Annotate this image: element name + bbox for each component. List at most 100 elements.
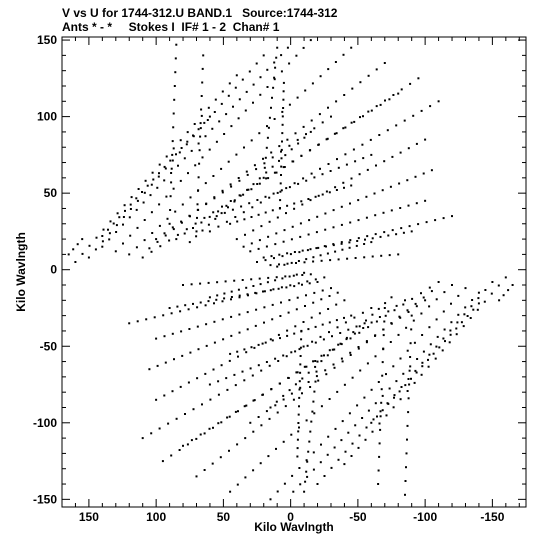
uv-point: [371, 255, 374, 258]
uv-point: [274, 66, 277, 69]
uv-point: [199, 122, 202, 125]
uv-point: [464, 306, 467, 309]
uv-point: [421, 365, 424, 368]
uv-point: [377, 307, 380, 310]
uv-point: [420, 292, 422, 295]
uv-point: [336, 291, 339, 294]
uv-point: [388, 387, 391, 390]
uv-point: [314, 325, 317, 328]
uv-point: [328, 349, 331, 352]
uv-point: [186, 443, 189, 446]
uv-point: [236, 443, 239, 446]
uv-point: [290, 238, 293, 241]
uv-point: [213, 302, 215, 305]
uv-point: [176, 305, 179, 308]
uv-point: [335, 303, 338, 306]
uv-point: [371, 237, 374, 240]
uv-point: [430, 290, 433, 293]
uv-point: [215, 298, 218, 301]
uv-point: [201, 67, 204, 70]
uv-point: [357, 219, 360, 222]
uv-point: [364, 438, 367, 441]
uv-point: [350, 314, 353, 317]
uv-point: [280, 189, 283, 192]
uv-point: [320, 298, 323, 301]
uv-point: [135, 246, 138, 249]
uv-point: [329, 170, 332, 172]
uv-point: [397, 253, 400, 256]
uv-point: [280, 286, 283, 289]
uv-point: [428, 305, 431, 308]
uv-point: [374, 214, 377, 217]
uv-point: [417, 77, 420, 80]
uv-point: [129, 234, 132, 237]
uv-point: [174, 210, 177, 213]
plot-subtitle: Ants * - * Stokes I IF# 1 - 2 Chan# 1: [62, 20, 280, 34]
uv-point: [432, 352, 435, 355]
uv-point: [381, 394, 384, 397]
uv-point: [332, 363, 335, 366]
uv-point: [245, 90, 248, 93]
uv-point: [282, 354, 285, 357]
uv-point: [372, 418, 375, 421]
uv-point: [409, 365, 412, 368]
uv-point: [217, 393, 220, 396]
uv-point: [324, 369, 327, 372]
uv-point: [175, 43, 178, 46]
uv-point: [280, 157, 283, 160]
uv-point: [325, 190, 328, 193]
uv-point: [304, 89, 307, 92]
uv-point: [171, 140, 174, 143]
uv-point: [275, 56, 278, 59]
uv-point: [220, 364, 223, 367]
uv-point: [270, 255, 273, 258]
uv-point: [392, 406, 395, 409]
uv-point: [498, 299, 501, 302]
uv-point: [242, 211, 245, 214]
uv-point: [229, 490, 232, 493]
uv-point: [406, 390, 409, 392]
uv-point: [307, 198, 310, 200]
uv-point: [197, 189, 199, 192]
uv-point: [402, 303, 405, 306]
uv-point: [291, 160, 294, 163]
uv-point: [238, 194, 241, 197]
uv-point: [350, 46, 353, 49]
uv-point: [284, 405, 287, 408]
uv-point: [472, 308, 475, 311]
uv-point: [256, 183, 259, 185]
uv-point: [408, 369, 411, 372]
uv-point: [223, 133, 226, 135]
uv-point: [337, 166, 340, 169]
uv-point: [264, 341, 267, 344]
uv-point: [196, 325, 199, 328]
uv-point: [243, 218, 246, 221]
uv-point: [263, 162, 266, 165]
uv-point: [260, 369, 263, 372]
uv-point: [306, 460, 309, 463]
uv-point: [170, 312, 173, 315]
uv-point: [308, 219, 311, 222]
uv-point: [287, 377, 290, 379]
uv-point: [216, 294, 219, 297]
uv-point: [428, 326, 431, 329]
uv-point: [142, 201, 145, 204]
uv-point: [320, 443, 322, 446]
uv-point: [317, 143, 320, 146]
uv-point: [243, 379, 246, 382]
uv-point: [260, 424, 263, 427]
uv-point: [235, 74, 238, 77]
uv-point: [357, 199, 360, 202]
uv-point: [303, 261, 306, 264]
uv-point: [288, 62, 291, 65]
uv-point: [311, 410, 314, 413]
uv-point: [319, 75, 322, 78]
uv-point: [208, 115, 211, 118]
uv-point: [410, 314, 413, 317]
uv-point: [334, 61, 337, 63]
uv-point: [269, 289, 272, 292]
uv-point: [178, 151, 181, 154]
uv-point: [189, 351, 192, 354]
uv-point: [221, 318, 224, 321]
uv-point: [249, 250, 252, 253]
